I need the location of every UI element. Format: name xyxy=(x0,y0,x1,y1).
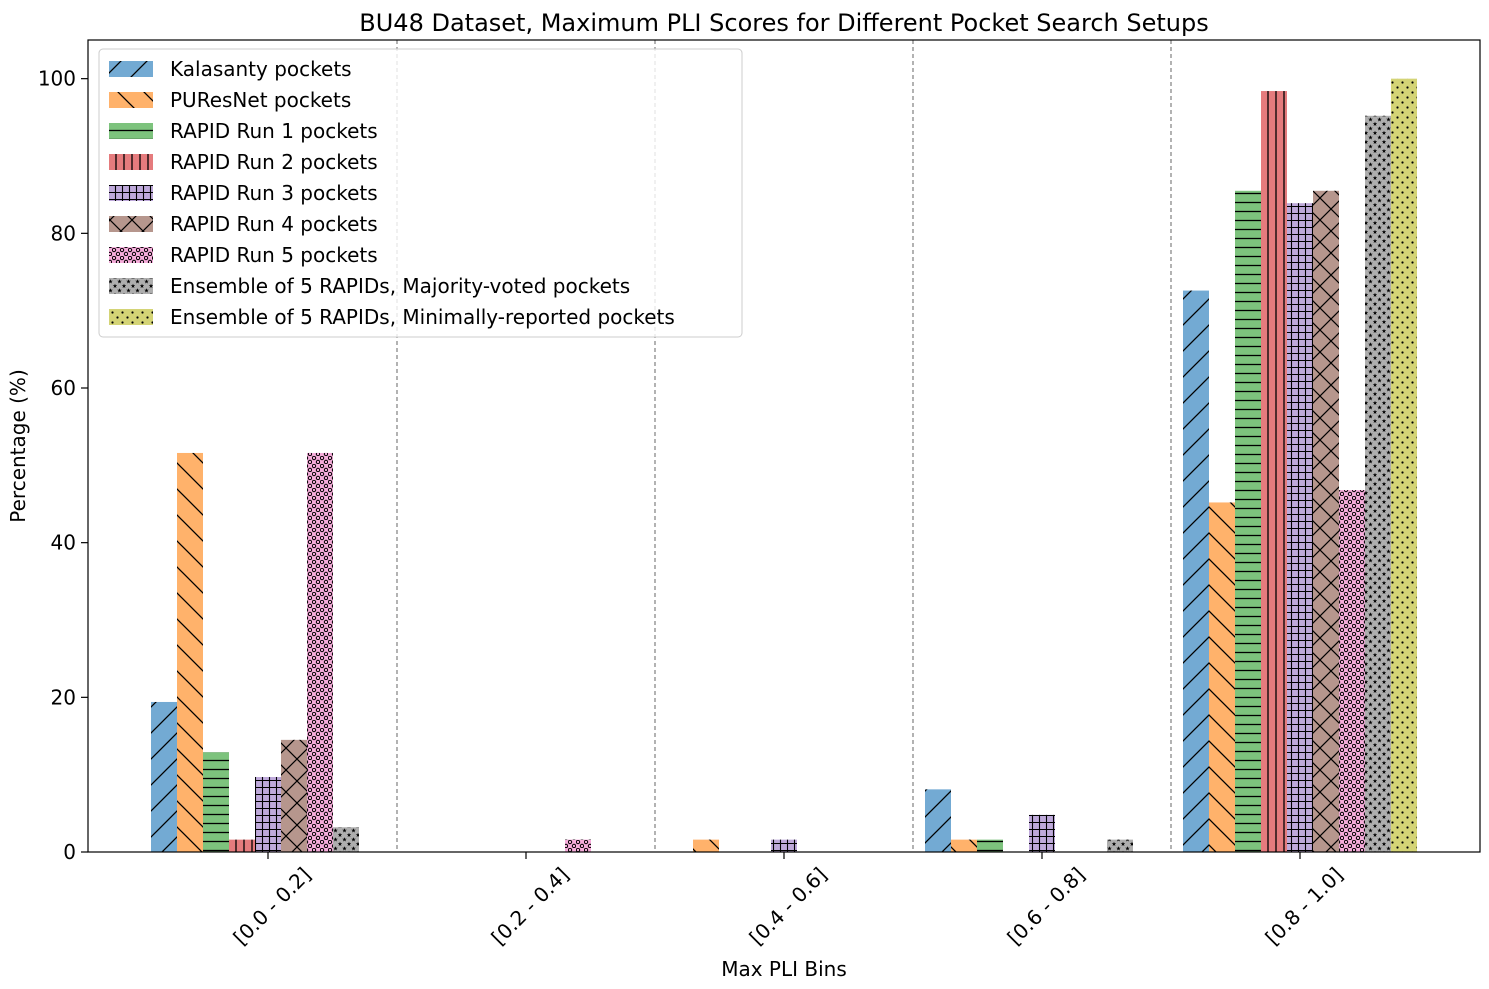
legend-entry: RAPID Run 3 pockets xyxy=(109,181,378,205)
bar xyxy=(1339,490,1365,852)
x-tick-label: [0.8 - 1.0] xyxy=(1260,863,1347,950)
x-tick-label: [0.2 - 0.4] xyxy=(486,863,573,950)
x-tick-label: [0.6 - 0.8] xyxy=(1002,863,1089,950)
bar xyxy=(1209,502,1235,852)
legend-label: RAPID Run 2 pockets xyxy=(170,150,378,174)
legend-entry: RAPID Run 1 pockets xyxy=(109,119,378,143)
y-axis: 0 20 40 60 80 100 xyxy=(38,67,88,864)
bar xyxy=(229,839,255,852)
legend-entry: PUResNet pockets xyxy=(109,88,351,112)
legend-entry: RAPID Run 2 pockets xyxy=(109,150,378,174)
legend-label: PUResNet pockets xyxy=(170,88,351,112)
bar xyxy=(1261,91,1287,853)
legend-label: RAPID Run 3 pockets xyxy=(170,181,378,205)
legend: Kalasanty pockets PUResNet pockets RAPID R… xyxy=(98,48,743,338)
y-tick-label: 100 xyxy=(38,67,76,91)
bar xyxy=(977,839,1003,852)
bar xyxy=(565,839,591,852)
x-tick-label: [0.0 - 0.2] xyxy=(228,863,315,950)
legend-label: RAPID Run 5 pockets xyxy=(170,243,378,267)
legend-label: Ensemble of 5 RAPIDs, Minimally-reported… xyxy=(170,305,675,329)
legend-entry: Kalasanty pockets xyxy=(109,57,352,81)
bar xyxy=(1365,115,1391,852)
x-axis: [0.0 - 0.2] [0.2 - 0.4] [0.4 - 0.6] [0.6 - … xyxy=(228,852,1348,950)
y-tick-label: 0 xyxy=(63,840,76,864)
x-tick-label: [0.4 - 0.6] xyxy=(744,863,831,950)
y-tick-label: 80 xyxy=(51,221,76,245)
legend-entry: RAPID Run 5 pockets xyxy=(109,243,378,267)
bar xyxy=(1107,839,1133,852)
y-tick-label: 40 xyxy=(51,531,76,555)
bar xyxy=(333,827,359,852)
legend-label: RAPID Run 4 pockets xyxy=(170,212,378,236)
y-tick-label: 60 xyxy=(51,376,76,400)
y-tick-label: 20 xyxy=(51,685,76,709)
legend-entry: Ensemble of 5 RAPIDs, Majority-voted poc… xyxy=(109,274,630,298)
bar xyxy=(925,789,951,852)
bar xyxy=(177,452,203,852)
legend-label: Ensemble of 5 RAPIDs, Majority-voted poc… xyxy=(170,274,630,298)
legend-box xyxy=(98,48,743,338)
x-axis-title: Max PLI Bins xyxy=(721,957,847,981)
bars xyxy=(151,78,1417,853)
bar xyxy=(1235,190,1261,853)
bar xyxy=(151,701,177,852)
bar xyxy=(1313,190,1339,853)
bar xyxy=(255,776,281,852)
bar xyxy=(203,752,229,852)
bar xyxy=(1183,290,1209,852)
chart-title: BU48 Dataset, Maximum PLI Scores for Dif… xyxy=(359,9,1208,37)
legend-label: RAPID Run 1 pockets xyxy=(170,119,378,143)
bar xyxy=(771,839,797,852)
y-axis-title: Percentage (%) xyxy=(6,369,30,522)
legend-entry: Ensemble of 5 RAPIDs, Minimally-reported… xyxy=(109,305,675,329)
bar xyxy=(693,839,719,852)
bar xyxy=(1287,203,1313,852)
bar xyxy=(1029,814,1055,852)
bar xyxy=(1391,78,1417,852)
bar xyxy=(951,839,977,852)
legend-label: Kalasanty pockets xyxy=(170,57,352,81)
bar xyxy=(281,739,307,852)
legend-entry: RAPID Run 4 pockets xyxy=(109,212,378,236)
bar xyxy=(307,452,333,852)
